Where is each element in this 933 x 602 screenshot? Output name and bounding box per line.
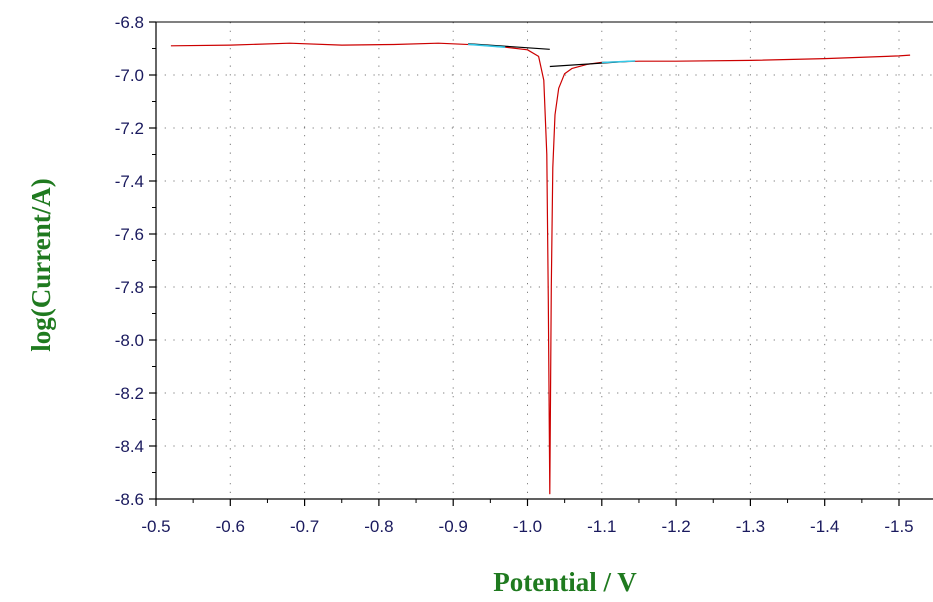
x-tick-label: -0.7 xyxy=(290,517,319,536)
plot-series xyxy=(170,42,911,495)
x-tick-label: -1.1 xyxy=(587,517,616,536)
x-tick-label: -0.5 xyxy=(141,517,170,536)
y-tick-label: -6.8 xyxy=(115,13,144,32)
x-tick-label: -1.5 xyxy=(884,517,913,536)
y-axis-title: log(Current/A) xyxy=(26,178,56,351)
x-tick-label: -0.8 xyxy=(364,517,393,536)
x-tick-label: -1.2 xyxy=(661,517,690,536)
y-tick-label: -7.2 xyxy=(115,119,144,138)
axis-ticks: -0.5 -0.6 -0.7 -0.8 -0.9 -1.0 -1.1 -1.2 -1.3 -1.4… xyxy=(115,13,914,536)
y-tick-label: -7.0 xyxy=(115,66,144,85)
y-tick-label: -8.0 xyxy=(115,331,144,350)
x-tick-label: -0.9 xyxy=(439,517,468,536)
tafel-fit-region xyxy=(468,43,506,48)
x-tick-label: -0.6 xyxy=(216,517,245,536)
y-tick-label: -7.4 xyxy=(115,172,144,191)
y-tick-label: -7.6 xyxy=(115,225,144,244)
y-tick-label: -8.4 xyxy=(115,437,144,456)
x-tick-label: -1.4 xyxy=(810,517,839,536)
x-tick-label: -1.3 xyxy=(736,517,765,536)
x-tick-label: -1.0 xyxy=(513,517,542,536)
tafel-fit-region xyxy=(601,60,636,64)
y-tick-label: -8.6 xyxy=(115,490,144,509)
y-tick-label: -8.2 xyxy=(115,384,144,403)
polarization-curve xyxy=(170,42,911,495)
y-tick-label: -7.8 xyxy=(115,278,144,297)
x-axis-title: Potential / V xyxy=(493,567,637,597)
